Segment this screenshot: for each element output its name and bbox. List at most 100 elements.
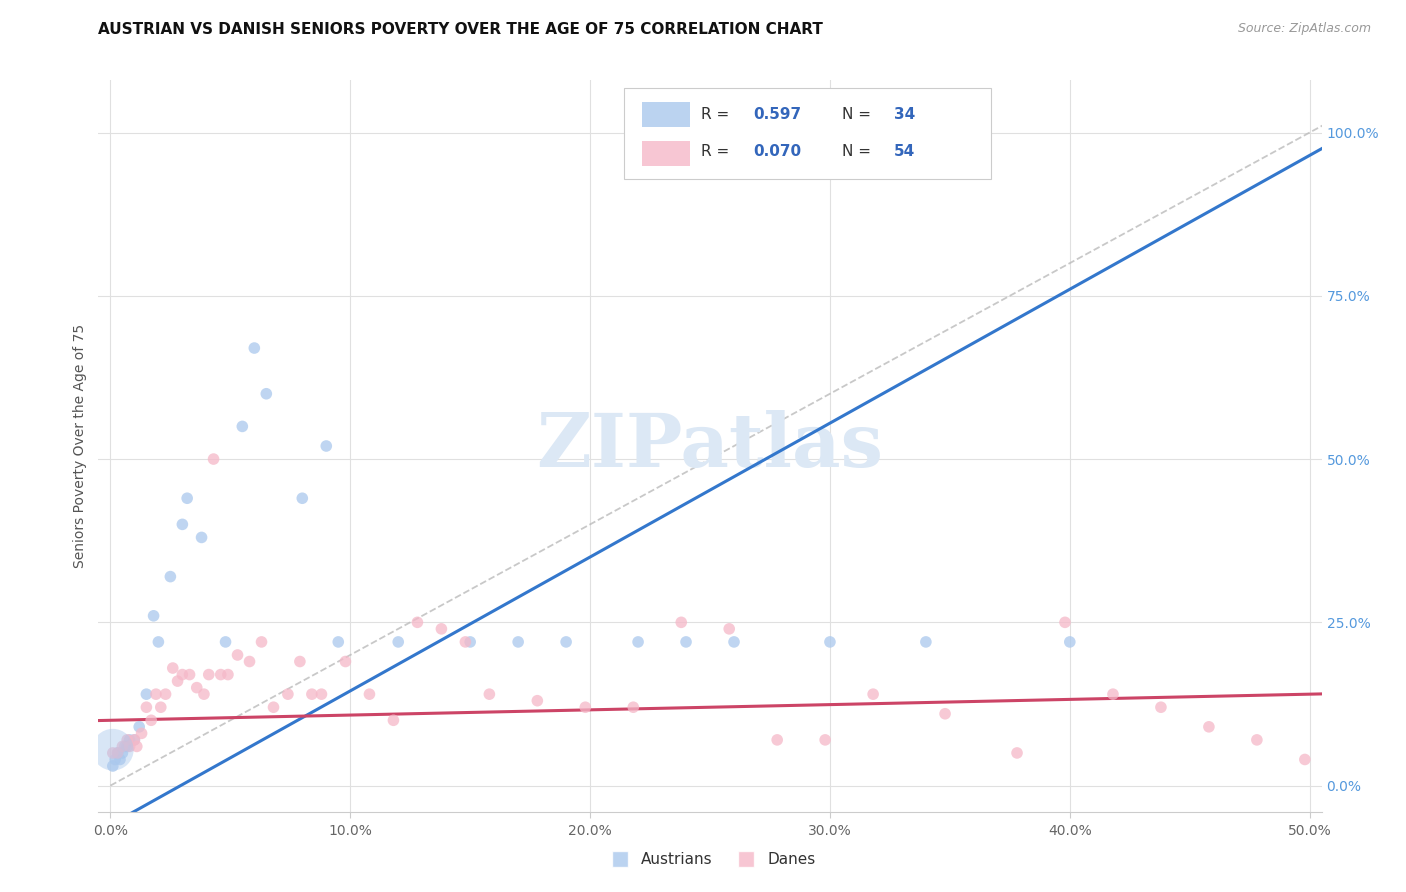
Point [574, 700, 596, 714]
Point [214, 635, 236, 649]
Point [718, 622, 741, 636]
Point [101, 746, 124, 760]
Point [1053, 615, 1076, 630]
Text: N =: N = [842, 145, 876, 160]
Point [179, 667, 201, 681]
Text: R =: R = [702, 145, 734, 160]
Point [111, 746, 134, 760]
Point [238, 655, 260, 669]
Point [454, 635, 477, 649]
Point [148, 635, 170, 649]
Point [335, 655, 357, 669]
Point [818, 635, 841, 649]
Point [226, 648, 249, 662]
Point [114, 739, 136, 754]
Point [1246, 732, 1268, 747]
Point [627, 635, 650, 649]
Point [621, 700, 644, 714]
Point [128, 720, 150, 734]
Text: 54: 54 [894, 145, 915, 160]
Point [142, 608, 165, 623]
Text: N =: N = [842, 107, 876, 122]
Point [115, 732, 138, 747]
Point [555, 635, 578, 649]
Point [101, 742, 124, 756]
Point [1102, 687, 1125, 701]
Point [1059, 635, 1081, 649]
Point [406, 615, 429, 630]
Point [172, 667, 194, 681]
Point [176, 491, 198, 506]
Point [382, 714, 405, 728]
Point [288, 655, 311, 669]
Point [101, 759, 124, 773]
Point [131, 726, 153, 740]
Point [934, 706, 956, 721]
Point [675, 635, 697, 649]
Point [118, 732, 141, 747]
Point [671, 615, 693, 630]
Point [209, 667, 232, 681]
Text: Source: ZipAtlas.com: Source: ZipAtlas.com [1237, 22, 1371, 36]
Point [328, 635, 350, 649]
Point [915, 635, 938, 649]
Point [1150, 700, 1173, 714]
Point [430, 622, 453, 636]
Point [526, 694, 548, 708]
Point [186, 681, 208, 695]
Point [124, 732, 146, 747]
FancyBboxPatch shape [624, 87, 991, 179]
Point [141, 714, 163, 728]
Point [135, 687, 157, 701]
FancyBboxPatch shape [641, 141, 690, 166]
Point [478, 687, 501, 701]
Point [118, 739, 141, 754]
Point [243, 341, 266, 355]
Point [108, 752, 131, 766]
Point [125, 739, 148, 754]
Point [155, 687, 177, 701]
Point [111, 739, 134, 754]
Point [202, 452, 225, 467]
Point [159, 569, 181, 583]
Point [458, 635, 481, 649]
Text: 0.597: 0.597 [752, 107, 801, 122]
Point [124, 732, 146, 747]
Point [766, 732, 789, 747]
Point [1005, 746, 1028, 760]
Point [172, 517, 194, 532]
Point [301, 687, 323, 701]
Y-axis label: Seniors Poverty Over the Age of 75: Seniors Poverty Over the Age of 75 [73, 324, 87, 568]
Point [862, 687, 884, 701]
Point [1294, 752, 1316, 766]
Point [263, 700, 285, 714]
Text: ZIPatlas: ZIPatlas [537, 409, 883, 483]
Point [315, 439, 337, 453]
FancyBboxPatch shape [641, 103, 690, 128]
Point [149, 700, 172, 714]
Point [190, 530, 212, 544]
Point [193, 687, 215, 701]
Point [166, 674, 188, 689]
Point [291, 491, 314, 506]
Text: R =: R = [702, 107, 734, 122]
Point [107, 746, 129, 760]
Text: AUSTRIAN VS DANISH SENIORS POVERTY OVER THE AGE OF 75 CORRELATION CHART: AUSTRIAN VS DANISH SENIORS POVERTY OVER … [98, 22, 824, 37]
Point [104, 752, 127, 766]
Point [217, 667, 239, 681]
Point [1198, 720, 1220, 734]
Point [277, 687, 299, 701]
Point [508, 635, 530, 649]
Text: 34: 34 [894, 107, 915, 122]
Point [254, 386, 277, 401]
Point [311, 687, 333, 701]
Point [387, 635, 409, 649]
Point [145, 687, 167, 701]
Point [135, 700, 157, 714]
Text: 0.070: 0.070 [752, 145, 801, 160]
Point [231, 419, 253, 434]
Point [197, 667, 219, 681]
Point [115, 739, 138, 754]
Point [162, 661, 184, 675]
Point [250, 635, 273, 649]
